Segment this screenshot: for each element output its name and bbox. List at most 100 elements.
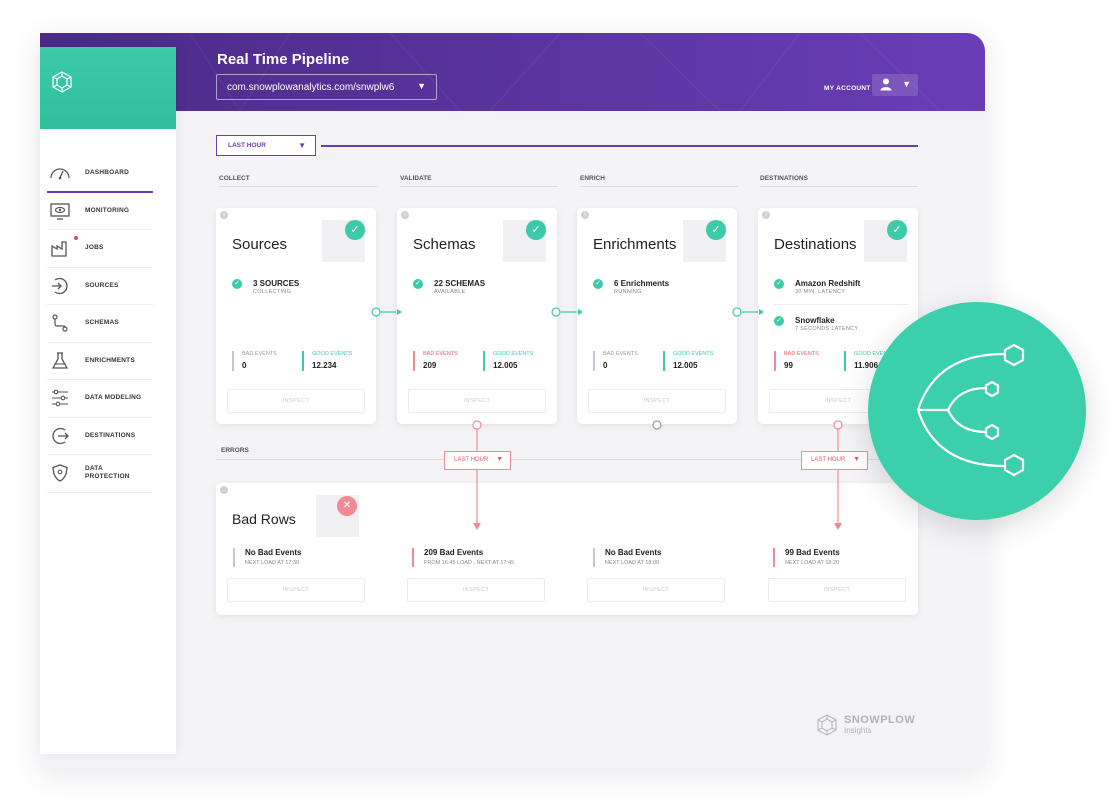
bad-row-stat: No Bad Events NEXT LOAD AT 17:30 — [233, 548, 301, 567]
bad-events-metric: BAD EVENTS 209 — [413, 351, 458, 371]
metric-value: 99 — [784, 361, 793, 370]
inspect-button[interactable]: INSPECT — [227, 389, 365, 413]
bad-events-metric: BAD EVENTS 0 — [593, 351, 638, 371]
sidebar-item-label: DATA MODELING — [85, 394, 142, 402]
sidebar-item-label: DESTINATIONS — [85, 431, 136, 439]
shield-icon — [52, 464, 68, 482]
card-title: Bad Rows — [232, 511, 296, 527]
sidebar-item-label: ENRICHMENTS — [85, 356, 135, 364]
good-events-metric: GOOD EVENTS 12.005 — [483, 351, 533, 371]
stat-sub: RUNNING — [614, 289, 642, 295]
stat-main: 22 SCHEMAS — [434, 279, 486, 288]
stat-sub: 30 MIN. LATENCY — [795, 289, 846, 295]
time-range-select[interactable]: LAST HOUR ▼ — [216, 135, 316, 156]
chevron-down-icon: ▼ — [417, 81, 426, 91]
bad-row-sub: NEXT LOAD AT 18:20 — [785, 560, 840, 566]
monitor-eye-icon — [50, 203, 70, 220]
sidebar-item-data-protection[interactable]: DATA PROTECTION — [47, 455, 153, 493]
snowplow-logo-icon[interactable] — [51, 71, 73, 93]
bad-row-stat: 209 Bad Events FROM 16:45 LOAD , NEXT AT… — [412, 548, 514, 567]
stat-sub: 7 SECONDS LATENCY — [795, 326, 859, 332]
sidebar-item-schemas[interactable]: SCHEMAS — [47, 305, 153, 343]
error-time-range-select[interactable]: LAST HOUR ▼ — [444, 451, 511, 470]
info-icon[interactable]: i — [401, 211, 409, 219]
chevron-down-icon: ▼ — [902, 79, 911, 89]
card-schemas: i Schemas ✓ ✓ 22 SCHEMAS AVAILABLE BAD E… — [397, 208, 557, 424]
account-menu-button[interactable]: ▼ — [872, 74, 918, 96]
inspect-button[interactable]: INSPECT — [227, 578, 365, 602]
bad-events-metric: BAD EVENTS 99 — [774, 351, 819, 371]
check-icon: ✓ — [593, 279, 603, 289]
top-bar: Real Time Pipeline com.snowplowanalytics… — [40, 33, 985, 111]
column-header-validate: VALIDATE — [400, 175, 558, 187]
sidebar-header — [40, 47, 176, 129]
bad-row-sub: FROM 16:45 LOAD , NEXT AT 17:45 — [424, 560, 515, 566]
info-icon[interactable]: i — [220, 211, 228, 219]
sidebar-item-label: JOBS — [85, 244, 104, 252]
card-title: Schemas — [413, 236, 476, 253]
flow-icon — [52, 314, 68, 332]
good-events-metric: GOOD EVENTS 11.906 — [844, 351, 894, 371]
bad-row-main: No Bad Events — [245, 548, 302, 557]
stat-divider — [773, 304, 908, 305]
pipeline-logo-badge — [868, 302, 1086, 520]
stat-sub: AVAILABLE — [434, 289, 466, 295]
inspect-button[interactable]: INSPECT — [407, 578, 545, 602]
branching-pipeline-icon — [916, 343, 1025, 477]
stat-sub: COLLECTING — [253, 289, 292, 295]
card-title: Enrichments — [593, 236, 677, 253]
environment-select[interactable]: com.snowplowanalytics.com/snwplw6 ▼ — [216, 74, 437, 100]
sidebar-item-monitoring[interactable]: MONITORING — [47, 193, 153, 230]
sliders-icon — [52, 389, 68, 407]
stat-main: 6 Enrichments — [614, 279, 670, 288]
bad-row-main: No Bad Events — [605, 548, 662, 557]
check-circle-icon: ✓ — [706, 220, 726, 240]
good-events-metric: GOOD EVENTS 12.005 — [663, 351, 713, 371]
bad-row-stat: 99 Bad Events NEXT LOAD AT 18:20 — [773, 548, 840, 567]
error-range-value: LAST HOUR — [811, 457, 846, 463]
inspect-button[interactable]: INSPECT — [588, 389, 726, 413]
chevron-down-icon: ▼ — [496, 456, 503, 463]
info-icon[interactable]: i — [581, 211, 589, 219]
info-icon[interactable]: i — [762, 211, 770, 219]
sidebar-item-jobs[interactable]: JOBS — [47, 230, 153, 268]
sidebar-item-enrichments[interactable]: ENRICHMENTS — [47, 343, 153, 380]
check-icon: ✓ — [232, 279, 242, 289]
bad-row-stat: No Bad Events NEXT LOAD AT 18:00 — [593, 548, 661, 567]
sidebar-item-dashboard[interactable]: DASHBOARD — [47, 155, 153, 193]
inspect-button[interactable]: INSPECT — [587, 578, 725, 602]
metric-value: 12.005 — [493, 361, 518, 370]
sidebar-item-label: DATA PROTECTION — [85, 465, 130, 481]
metric-label: BAD EVENTS — [784, 351, 819, 357]
factory-icon — [51, 241, 67, 257]
bad-row-main: 99 Bad Events — [785, 548, 840, 557]
account-label: MY ACCOUNT — [824, 85, 871, 92]
gauge-icon — [50, 168, 70, 180]
bad-row-sub: NEXT LOAD AT 18:00 — [605, 560, 660, 566]
card-title: Destinations — [774, 236, 857, 253]
chevron-down-icon: ▼ — [853, 456, 860, 463]
error-x-icon: ✕ — [337, 496, 357, 516]
user-icon — [880, 78, 892, 91]
sign-in-icon — [52, 277, 68, 294]
info-icon[interactable] — [220, 486, 228, 494]
brand-name: SNOWPLOW — [844, 714, 916, 726]
card-title: Sources — [232, 236, 288, 253]
card-sources: i Sources ✓ ✓ 3 SOURCES COLLECTING BAD E… — [216, 208, 376, 424]
column-header-collect: COLLECT — [219, 175, 377, 187]
check-icon: ✓ — [413, 279, 423, 289]
snowplow-logo-icon — [817, 714, 837, 736]
bad-rows-card: Bad Rows ✕ No Bad Events NEXT LOAD AT 17… — [216, 483, 918, 615]
errors-divider — [216, 459, 918, 460]
bad-events-metric: BAD EVENTS 0 — [232, 351, 277, 371]
inspect-button[interactable]: INSPECT — [408, 389, 546, 413]
stat-main: 3 SOURCES — [253, 279, 300, 288]
stat-main: Amazon Redshift — [795, 279, 861, 288]
brand-product: Insights — [844, 726, 872, 735]
error-time-range-select[interactable]: LAST HOUR ▼ — [801, 451, 868, 470]
inspect-button[interactable]: INSPECT — [768, 578, 906, 602]
stat-main: Snowflake — [795, 316, 835, 325]
sidebar-item-sources[interactable]: SOURCES — [47, 268, 153, 305]
sidebar-item-data-modeling[interactable]: DATA MODELING — [47, 380, 153, 418]
sidebar-item-destinations[interactable]: DESTINATIONS — [47, 418, 153, 455]
